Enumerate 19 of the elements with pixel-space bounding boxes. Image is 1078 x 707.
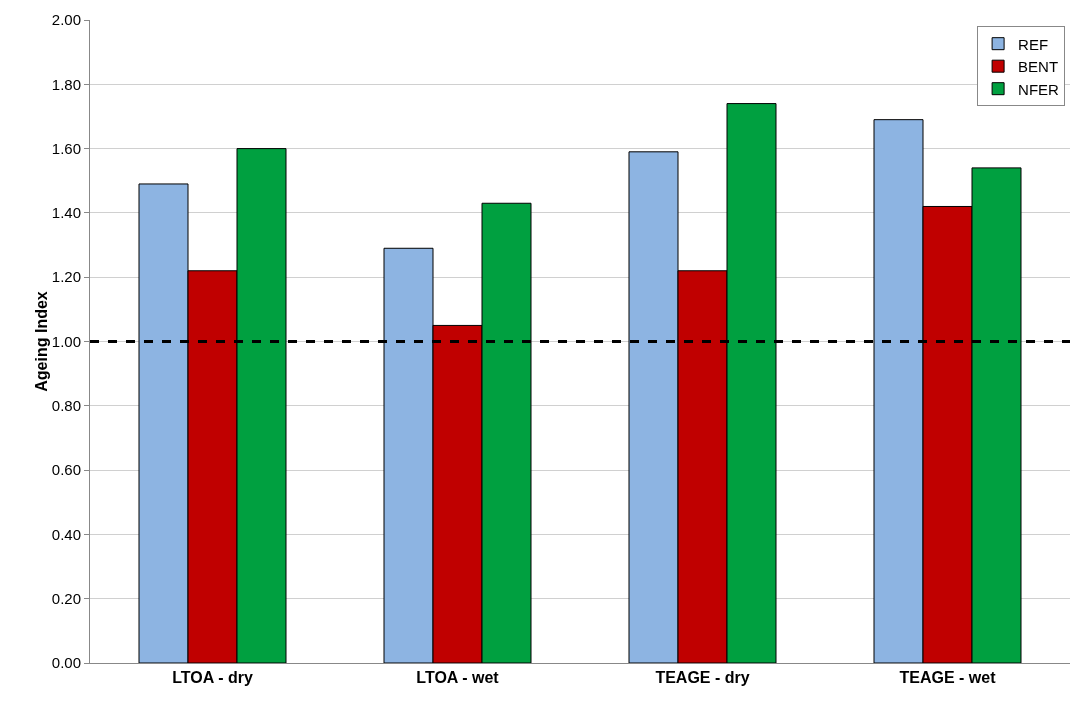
x-tick-label: LTOA - dry: [172, 669, 253, 687]
legend-label: BENT: [1018, 58, 1059, 76]
x-tick-label: LTOA - wet: [416, 669, 500, 687]
x-tick-label: TEAGE - dry: [655, 669, 750, 687]
y-tick-label: 1.40: [51, 204, 81, 222]
y-tick-label: 1.80: [51, 75, 81, 93]
y-tick-label: 0.20: [51, 589, 81, 607]
y-tick-label: 1.20: [51, 268, 81, 286]
legend-label: NFER: [1018, 80, 1060, 98]
x-tick-label: TEAGE - wet: [899, 669, 997, 687]
y-tick-label: 1.00: [51, 332, 81, 350]
y-tick-label: 0.80: [51, 397, 81, 415]
y-tick-label: 0.60: [51, 461, 81, 479]
y-tick-label: 0.00: [51, 654, 81, 672]
y-axis-title: Ageing Index: [32, 291, 50, 392]
legend-label: REF: [1018, 35, 1049, 53]
y-tick-label: 0.40: [51, 525, 81, 543]
y-tick-label: 2.00: [51, 11, 81, 29]
y-tick-label: 1.60: [51, 139, 81, 157]
